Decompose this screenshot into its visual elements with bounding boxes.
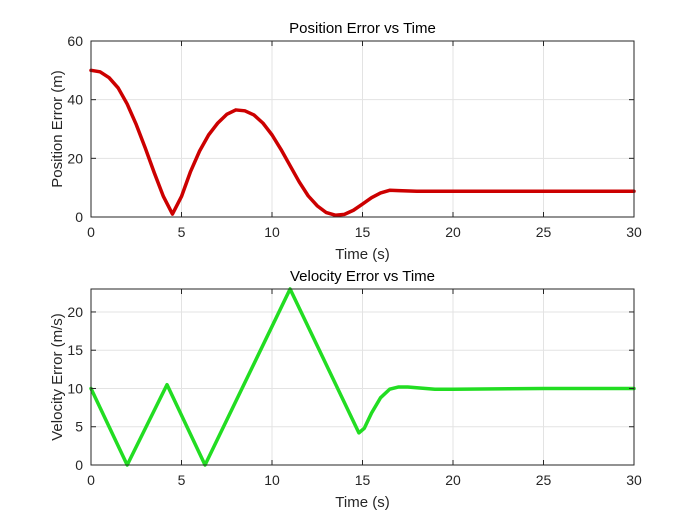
x-tick-label: 15 xyxy=(355,224,371,240)
x-tick-label: 25 xyxy=(536,472,552,488)
velocity-error-chart: 0 5 10 15 20 25 30 0 5 10 15 20 Velocity Error vs Ti… xyxy=(49,268,642,511)
y-tick-label: 0 xyxy=(75,457,83,473)
y-tick-label: 40 xyxy=(67,92,83,108)
x-tick-label: 5 xyxy=(178,472,186,488)
x-tick-label: 30 xyxy=(626,224,642,240)
x-tick-label: 25 xyxy=(536,224,552,240)
x-tick-label: 0 xyxy=(87,224,95,240)
x-tick-label: 10 xyxy=(264,472,280,488)
y-tick-label: 10 xyxy=(67,380,83,396)
position-error-chart: 0 5 10 15 20 25 30 0 20 40 60 Position Error vs Tim… xyxy=(49,20,642,263)
series-line xyxy=(89,68,636,217)
y-tick-label: 15 xyxy=(67,342,83,358)
x-tick-label: 30 xyxy=(626,472,642,488)
x-tick-label: 20 xyxy=(445,472,461,488)
x-tick-label: 0 xyxy=(87,472,95,488)
y-axis-label: Position Error (m) xyxy=(49,70,66,188)
y-tick-label: 20 xyxy=(67,150,83,166)
x-tick-label: 10 xyxy=(264,224,280,240)
y-tick-label: 20 xyxy=(67,304,83,320)
x-axis-label: Time (s) xyxy=(335,246,389,263)
x-tick-label: 15 xyxy=(355,472,371,488)
chart-title: Position Error vs Time xyxy=(289,20,436,37)
x-tick-label: 20 xyxy=(445,224,461,240)
chart-title: Velocity Error vs Time xyxy=(290,268,435,285)
y-tick-label: 5 xyxy=(75,419,83,435)
x-axis-label: Time (s) xyxy=(335,494,389,511)
y-tick-label: 60 xyxy=(67,33,83,49)
x-tick-label: 5 xyxy=(178,224,186,240)
y-axis-label: Velocity Error (m/s) xyxy=(49,313,66,441)
series-line xyxy=(89,287,636,467)
y-tick-label: 0 xyxy=(75,209,83,225)
